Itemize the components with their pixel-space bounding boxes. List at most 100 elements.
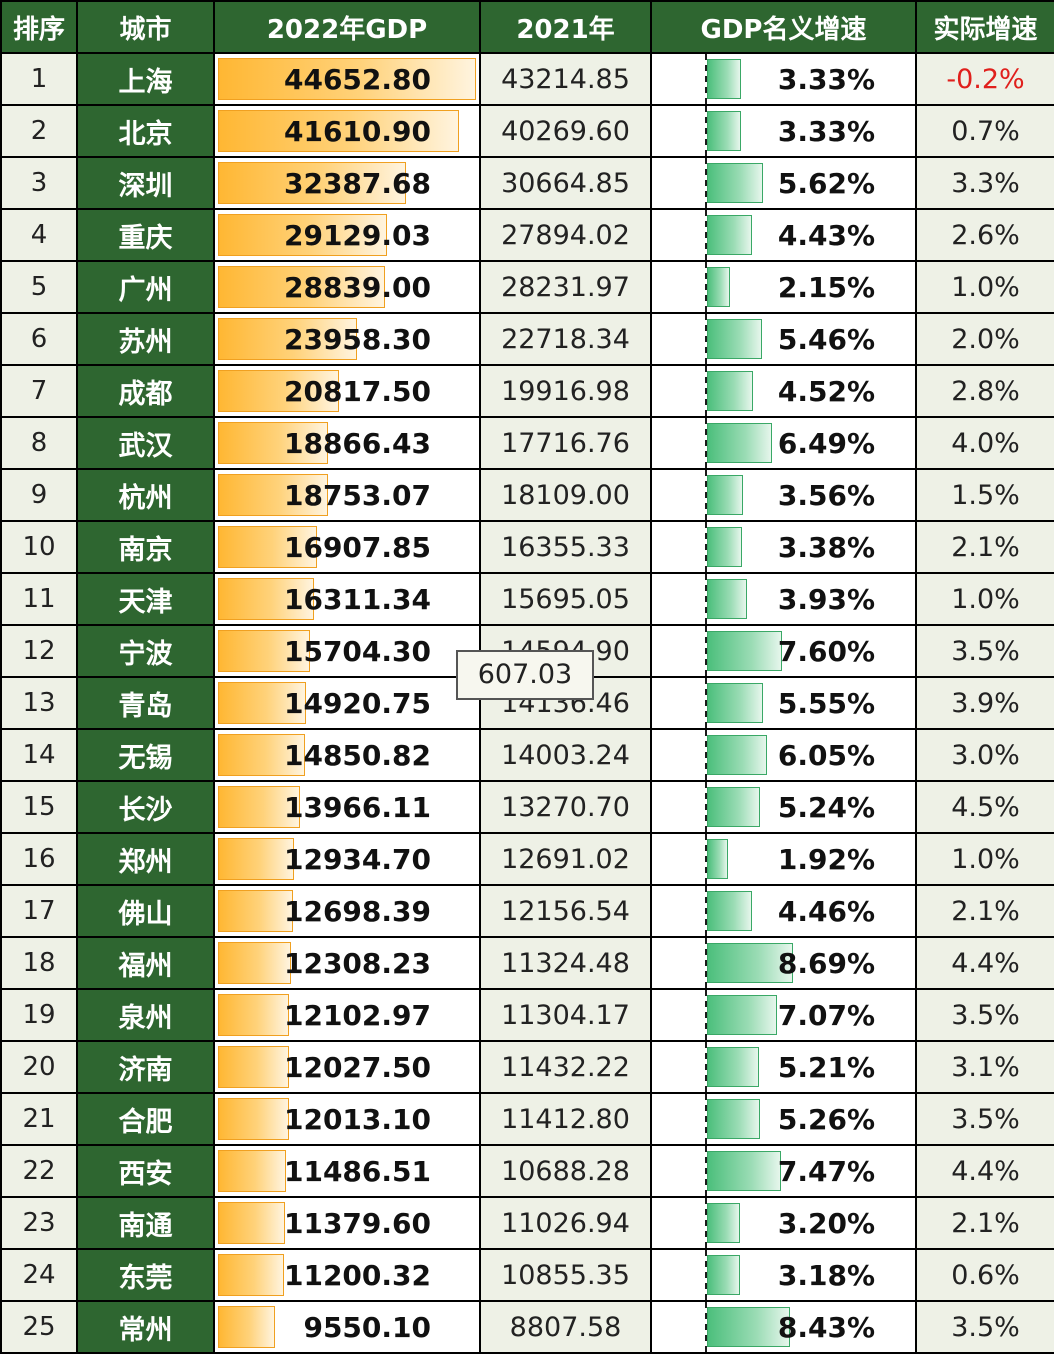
gdp-2022-cell[interactable]: 28839.00 <box>213 260 481 314</box>
city-cell[interactable]: 深圳 <box>76 156 215 210</box>
gdp-2021-cell[interactable]: 40269.60 <box>479 104 652 158</box>
gdp-2022-cell[interactable]: 16907.85 <box>213 520 481 574</box>
gdp-2022-cell[interactable]: 12027.50 <box>213 1040 481 1094</box>
rank-cell[interactable]: 5 <box>0 260 78 314</box>
rank-cell[interactable]: 25 <box>0 1300 78 1354</box>
city-cell[interactable]: 杭州 <box>76 468 215 522</box>
city-cell[interactable]: 北京 <box>76 104 215 158</box>
real-growth-cell[interactable]: 4.0% <box>915 416 1054 470</box>
nominal-growth-cell[interactable]: 5.55% <box>650 676 917 730</box>
table-row[interactable]: 15 长沙 13966.11 13270.70 5.24% 4.5% <box>0 780 1054 834</box>
gdp-2022-cell[interactable]: 9550.10 <box>213 1300 481 1354</box>
header-city[interactable]: 城市 <box>76 0 215 54</box>
table-row[interactable]: 17 佛山 12698.39 12156.54 4.46% 2.1% <box>0 884 1054 938</box>
gdp-2021-cell[interactable]: 12156.54 <box>479 884 652 938</box>
table-row[interactable]: 5 广州 28839.00 28231.97 2.15% 1.0% <box>0 260 1054 314</box>
gdp-2022-cell[interactable]: 20817.50 <box>213 364 481 418</box>
city-cell[interactable]: 青岛 <box>76 676 215 730</box>
table-row[interactable]: 25 常州 9550.10 8807.58 8.43% 3.5% <box>0 1300 1054 1354</box>
gdp-2021-cell[interactable]: 17716.76 <box>479 416 652 470</box>
city-cell[interactable]: 常州 <box>76 1300 215 1354</box>
gdp-2021-cell[interactable]: 22718.34 <box>479 312 652 366</box>
city-cell[interactable]: 无锡 <box>76 728 215 782</box>
table-row[interactable]: 9 杭州 18753.07 18109.00 3.56% 1.5% <box>0 468 1054 522</box>
gdp-2021-cell[interactable]: 27894.02 <box>479 208 652 262</box>
gdp-2021-cell[interactable]: 10688.28 <box>479 1144 652 1198</box>
city-cell[interactable]: 郑州 <box>76 832 215 886</box>
real-growth-cell[interactable]: 2.8% <box>915 364 1054 418</box>
table-row[interactable]: 2 北京 41610.90 40269.60 3.33% 0.7% <box>0 104 1054 158</box>
nominal-growth-cell[interactable]: 2.15% <box>650 260 917 314</box>
city-cell[interactable]: 济南 <box>76 1040 215 1094</box>
real-growth-cell[interactable]: -0.2% <box>915 52 1054 106</box>
table-row[interactable]: 13 青岛 14920.75 14136.46 5.55% 3.9% <box>0 676 1054 730</box>
gdp-2021-cell[interactable]: 11412.80 <box>479 1092 652 1146</box>
gdp-2021-cell[interactable]: 12691.02 <box>479 832 652 886</box>
real-growth-cell[interactable]: 3.3% <box>915 156 1054 210</box>
table-row[interactable]: 11 天津 16311.34 15695.05 3.93% 1.0% <box>0 572 1054 626</box>
header-gdp-2021[interactable]: 2021年 <box>479 0 652 54</box>
table-row[interactable]: 22 西安 11486.51 10688.28 7.47% 4.4% <box>0 1144 1054 1198</box>
real-growth-cell[interactable]: 0.6% <box>915 1248 1054 1302</box>
rank-cell[interactable]: 17 <box>0 884 78 938</box>
nominal-growth-cell[interactable]: 6.05% <box>650 728 917 782</box>
rank-cell[interactable]: 6 <box>0 312 78 366</box>
real-growth-cell[interactable]: 3.9% <box>915 676 1054 730</box>
rank-cell[interactable]: 12 <box>0 624 78 678</box>
nominal-growth-cell[interactable]: 5.21% <box>650 1040 917 1094</box>
rank-cell[interactable]: 8 <box>0 416 78 470</box>
nominal-growth-cell[interactable]: 3.20% <box>650 1196 917 1250</box>
nominal-growth-cell[interactable]: 7.47% <box>650 1144 917 1198</box>
gdp-2022-cell[interactable]: 32387.68 <box>213 156 481 210</box>
real-growth-cell[interactable]: 3.5% <box>915 1092 1054 1146</box>
gdp-2021-cell[interactable]: 14003.24 <box>479 728 652 782</box>
city-cell[interactable]: 佛山 <box>76 884 215 938</box>
nominal-growth-cell[interactable]: 3.93% <box>650 572 917 626</box>
real-growth-cell[interactable]: 1.0% <box>915 832 1054 886</box>
nominal-growth-cell[interactable]: 5.24% <box>650 780 917 834</box>
gdp-2022-cell[interactable]: 41610.90 <box>213 104 481 158</box>
rank-cell[interactable]: 10 <box>0 520 78 574</box>
real-growth-cell[interactable]: 2.6% <box>915 208 1054 262</box>
gdp-2021-cell[interactable]: 8807.58 <box>479 1300 652 1354</box>
city-cell[interactable]: 福州 <box>76 936 215 990</box>
table-row[interactable]: 24 东莞 11200.32 10855.35 3.18% 0.6% <box>0 1248 1054 1302</box>
rank-cell[interactable]: 14 <box>0 728 78 782</box>
rank-cell[interactable]: 13 <box>0 676 78 730</box>
gdp-2021-cell[interactable]: 11026.94 <box>479 1196 652 1250</box>
header-real-growth[interactable]: 实际增速 <box>915 0 1054 54</box>
header-nominal-growth[interactable]: GDP名义增速 <box>650 0 917 54</box>
nominal-growth-cell[interactable]: 3.38% <box>650 520 917 574</box>
gdp-2022-cell[interactable]: 11379.60 <box>213 1196 481 1250</box>
table-row[interactable]: 8 武汉 18866.43 17716.76 6.49% 4.0% <box>0 416 1054 470</box>
real-growth-cell[interactable]: 3.5% <box>915 988 1054 1042</box>
gdp-2022-cell[interactable]: 44652.80 <box>213 52 481 106</box>
gdp-2021-cell[interactable]: 16355.33 <box>479 520 652 574</box>
real-growth-cell[interactable]: 2.0% <box>915 312 1054 366</box>
city-cell[interactable]: 合肥 <box>76 1092 215 1146</box>
nominal-growth-cell[interactable]: 3.56% <box>650 468 917 522</box>
nominal-growth-cell[interactable]: 8.69% <box>650 936 917 990</box>
gdp-2022-cell[interactable]: 18866.43 <box>213 416 481 470</box>
nominal-growth-cell[interactable]: 4.46% <box>650 884 917 938</box>
table-row[interactable]: 6 苏州 23958.30 22718.34 5.46% 2.0% <box>0 312 1054 366</box>
rank-cell[interactable]: 7 <box>0 364 78 418</box>
table-row[interactable]: 21 合肥 12013.10 11412.80 5.26% 3.5% <box>0 1092 1054 1146</box>
city-cell[interactable]: 泉州 <box>76 988 215 1042</box>
rank-cell[interactable]: 15 <box>0 780 78 834</box>
nominal-growth-cell[interactable]: 5.46% <box>650 312 917 366</box>
gdp-2021-cell[interactable]: 18109.00 <box>479 468 652 522</box>
real-growth-cell[interactable]: 4.5% <box>915 780 1054 834</box>
rank-cell[interactable]: 20 <box>0 1040 78 1094</box>
gdp-2022-cell[interactable]: 14920.75 <box>213 676 481 730</box>
nominal-growth-cell[interactable]: 8.43% <box>650 1300 917 1354</box>
table-row[interactable]: 19 泉州 12102.97 11304.17 7.07% 3.5% <box>0 988 1054 1042</box>
gdp-2022-cell[interactable]: 11200.32 <box>213 1248 481 1302</box>
rank-cell[interactable]: 18 <box>0 936 78 990</box>
rank-cell[interactable]: 1 <box>0 52 78 106</box>
real-growth-cell[interactable]: 1.0% <box>915 572 1054 626</box>
gdp-2022-cell[interactable]: 12698.39 <box>213 884 481 938</box>
city-cell[interactable]: 广州 <box>76 260 215 314</box>
rank-cell[interactable]: 23 <box>0 1196 78 1250</box>
